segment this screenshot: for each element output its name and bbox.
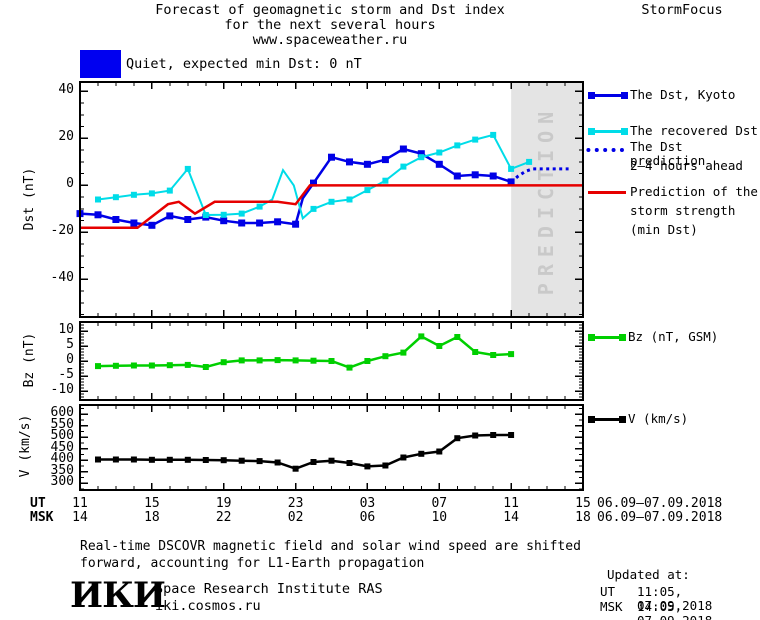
institute-site: iki.cosmos.ru: [155, 598, 261, 614]
msk-tick-label: 18: [575, 510, 591, 525]
updated-ut-row: UT 11:05, 07.09.2018: [600, 585, 760, 613]
v-y-tick-label: 450: [50, 439, 74, 455]
ut-tick-label: 15: [575, 496, 591, 511]
legend-label-recovered-dst: The recovered Dst: [630, 123, 758, 138]
msk-tick-label: 14: [72, 510, 88, 525]
series-v: [98, 433, 512, 471]
legend-marker-v: [588, 416, 626, 423]
legend-label-storm-strength-1: Prediction of the: [630, 184, 758, 199]
msk-tick-label: 10: [431, 510, 448, 525]
bz-y-tick-label: -5: [58, 367, 74, 382]
msk-tick-label: 02: [287, 510, 304, 525]
legend-marker-bz: [588, 334, 626, 341]
msk-tick-label: 14: [503, 510, 519, 525]
legend-label-storm-strength-3: (min Dst): [630, 222, 698, 237]
page-title: Forecast of geomagnetic storm and Dst in…: [80, 3, 580, 48]
updated-ut-label: UT: [600, 584, 616, 599]
legend-label-dst-kyoto: The Dst, Kyoto: [630, 87, 736, 102]
square-marker-icon: [588, 92, 595, 99]
updated-msk-value: 14:05, 07.09.2018: [637, 599, 712, 620]
dst-y-tick-label: -40: [50, 270, 74, 286]
v-y-tick-label: 600: [50, 405, 74, 421]
institute-name: Space Research Institute RAS: [155, 581, 383, 597]
series-dst: [97, 133, 530, 221]
title-line-3: www.spaceweather.ru: [252, 32, 408, 48]
ut-tick-label: 19: [215, 496, 232, 511]
updated-ut-value: 11:05, 07.09.2018: [637, 584, 713, 613]
legend-label-dst-prediction-1: The Dst prediction: [630, 139, 706, 168]
dst-y-tick-label: -20: [50, 223, 74, 239]
msk-tick-label: 18: [144, 510, 160, 525]
legend-label-v: V (km/s): [628, 411, 689, 426]
square-marker-icon: [619, 334, 626, 341]
square-marker-icon: [588, 334, 595, 341]
legend-label-bz: Bz (nT, GSM): [628, 329, 719, 344]
dst-y-tick-label: 40: [58, 82, 74, 98]
ut-tick-label: 23: [287, 496, 304, 511]
msk-row-label: MSK: [30, 510, 54, 525]
series-bz: [97, 334, 512, 369]
ut-tick-label: 07: [431, 496, 448, 511]
prediction-band-label: PREDICTION: [534, 105, 558, 295]
ut-tick-label: 11: [503, 496, 519, 511]
ut-date-range: 06.09–07.09.2018: [597, 496, 723, 511]
legend-marker-storm-strength line-marker-icon: [588, 191, 626, 194]
ut-tick-label: 03: [359, 496, 376, 511]
legend-label-dst-prediction-2: 2–4 hours ahead: [630, 158, 743, 173]
legend-label-storm-strength-2: storm strength: [630, 203, 736, 218]
title-line-1: Forecast of geomagnetic storm and Dst in…: [155, 2, 505, 18]
bz-y-tick-label: 5: [66, 337, 74, 352]
bz-y-tick-label: 0: [66, 352, 74, 367]
dst-y-tick-label: 20: [58, 129, 74, 145]
v-y-tick-label: 350: [50, 462, 74, 478]
updated-msk-row: MSK 14:05, 07.09.2018: [600, 600, 760, 620]
title-line-2: for the next several hours: [224, 17, 436, 33]
ut-row-label: UT: [30, 496, 46, 511]
line-marker-icon: [595, 336, 619, 339]
v-y-tick-label: 400: [50, 451, 74, 467]
v-y-tick-label: 550: [50, 416, 74, 432]
series-dst: [79, 147, 512, 227]
updated-at-label: Updated at:: [607, 567, 690, 582]
status-color-swatch: [80, 50, 121, 78]
bz-y-tick-label: 10: [58, 322, 74, 337]
series-dst: [80, 184, 583, 229]
msk-date-range: 06.09–07.09.2018: [597, 510, 723, 525]
v-y-tick-label: 500: [50, 428, 74, 444]
updated-msk-label: MSK: [600, 599, 623, 614]
v-y-tick-label: 300: [50, 474, 74, 490]
line-marker-icon: [595, 418, 619, 421]
dst-y-tick-label: 0: [66, 176, 74, 192]
msk-tick-label: 22: [215, 510, 232, 525]
square-marker-icon: [588, 128, 595, 135]
bz-y-tick-label: -10: [50, 382, 74, 397]
ut-tick-label: 11: [72, 496, 88, 511]
legend-marker-recovered-dst: [588, 128, 628, 135]
square-marker-icon: [588, 416, 595, 423]
square-marker-icon: [621, 92, 628, 99]
ut-tick-label: 15: [144, 496, 160, 511]
legend-marker-dst-prediction dotted-line-icon: [578, 148, 624, 152]
msk-tick-label: 06: [359, 510, 376, 525]
brand-label: StormFocus: [641, 2, 723, 18]
square-marker-icon: [619, 416, 626, 423]
legend-marker-dst-kyoto: [588, 92, 628, 99]
line-marker-icon: [595, 94, 621, 97]
line-marker-icon: [595, 130, 621, 133]
status-text: Quiet, expected min Dst: 0 nT: [126, 56, 362, 72]
iki-logo: ИКИ: [70, 575, 166, 616]
footnote-line-2: forward, accounting for L1-Earth propaga…: [80, 556, 425, 571]
footnote-line-1: Real-time DSCOVR magnetic field and sola…: [80, 539, 581, 554]
square-marker-icon: [621, 128, 628, 135]
